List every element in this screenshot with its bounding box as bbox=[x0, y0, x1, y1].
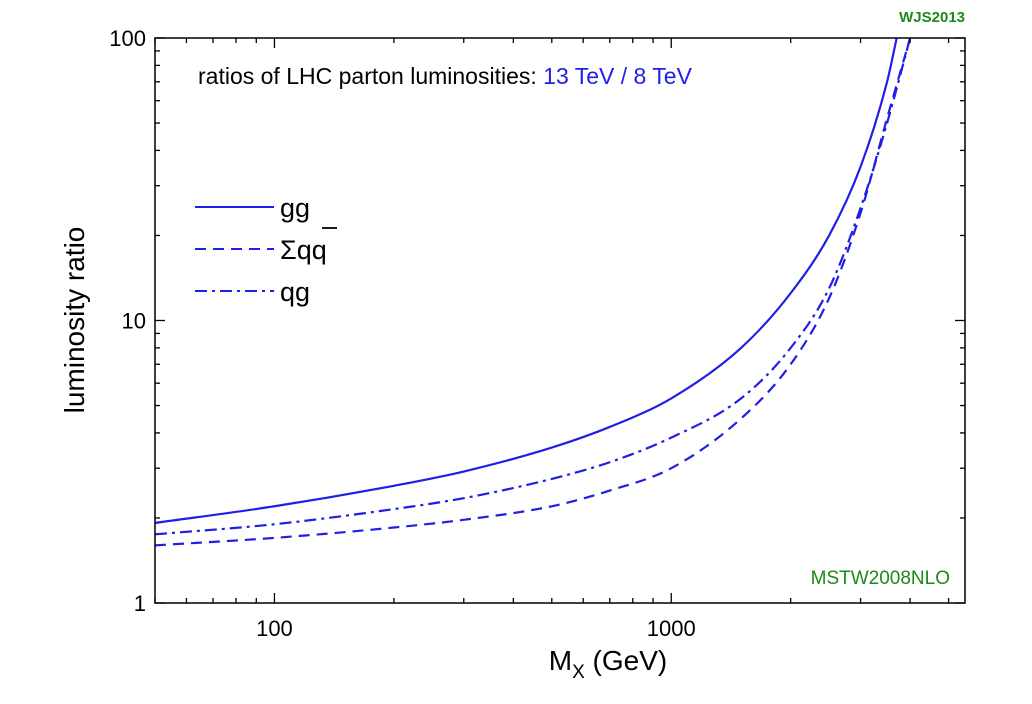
y-tick-label: 100 bbox=[109, 26, 146, 51]
axis-ticks bbox=[154, 37, 965, 604]
legend-label-qqbar-overlined: q bbox=[312, 235, 327, 265]
y-tick-label: 1 bbox=[134, 591, 146, 616]
legend: gg Σqq qg bbox=[195, 193, 337, 307]
plot-frame bbox=[154, 37, 966, 604]
series-line-gg bbox=[155, 38, 898, 525]
annotation-blue-text: 13 TeV / 8 TeV bbox=[543, 63, 692, 89]
x-axis-title-rest: (GeV) bbox=[585, 645, 667, 676]
legend-label-qg: qg bbox=[280, 277, 310, 307]
legend-label-qqbar: Σqq bbox=[280, 235, 327, 265]
legend-label-qqbar-prefix: Σq bbox=[280, 235, 312, 265]
y-tick-label: 10 bbox=[122, 309, 146, 334]
x-tick-label: 100 bbox=[256, 616, 293, 641]
x-tick-label: 1000 bbox=[647, 616, 696, 641]
series-line-qg bbox=[155, 38, 912, 536]
legend-label-gg: gg bbox=[280, 193, 310, 223]
series-curves bbox=[155, 38, 912, 547]
y-axis-title: luminosity ratio bbox=[59, 227, 90, 414]
chart-annotation: ratios of LHC parton luminosities: 13 Te… bbox=[198, 63, 693, 89]
annotation-bottom-right: MSTW2008NLO bbox=[811, 568, 950, 589]
watermark-top-right: WJS2013 bbox=[899, 9, 965, 26]
x-axis-title-subscript: X bbox=[572, 662, 585, 683]
annotation-black-text: ratios of LHC parton luminosities: bbox=[198, 63, 543, 89]
x-axis-title-main: M bbox=[549, 645, 572, 676]
tick-labels: 100 1000 1 10 100 bbox=[109, 26, 695, 641]
x-axis-title: MX (GeV) bbox=[549, 645, 667, 683]
series-line-qqbar bbox=[155, 38, 912, 547]
